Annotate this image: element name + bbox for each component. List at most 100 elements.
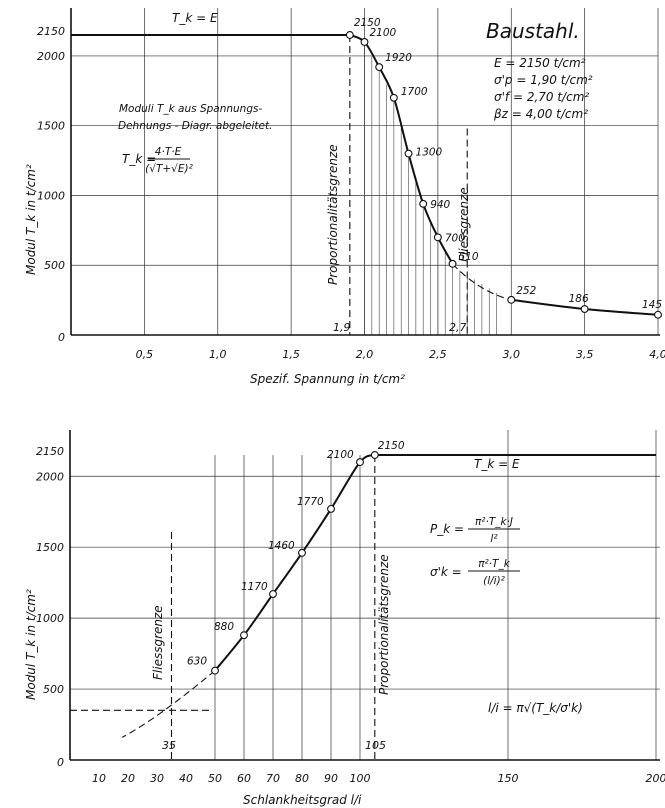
top-x-tick-label: 0,5 [136, 348, 154, 361]
top-y-tick-label: 1500 [37, 120, 65, 133]
top-data-label: 2100 [370, 27, 397, 39]
bottom-x-tick-label: 80 [295, 772, 309, 785]
top-x-axis-title: Spezif. Spannung in t/cm² [250, 372, 405, 386]
bottom-x-tick-label: 200 [646, 772, 665, 785]
bottom-x-tick-label: 60 [237, 772, 251, 785]
top-data-point [375, 63, 384, 72]
top-x-tick-label: 2,0 [356, 348, 374, 361]
top-yield-value: 2,7 [449, 321, 467, 334]
bottom-y-tick-label: 1000 [36, 612, 64, 625]
top-y-tick-label: 500 [44, 259, 65, 272]
bottom-x-tick-label: 100 [350, 772, 371, 785]
top-note-line2: Dehnungs - Diagr. abgeleitet. [118, 120, 272, 132]
bottom-data-label: 1770 [297, 496, 324, 508]
top-param-beta-z: βz = 4,00 t/cm² [493, 107, 588, 121]
top-proportionality-value: 1,9 [333, 321, 351, 334]
bottom-y-tick-label: 2000 [36, 470, 64, 483]
bottom-eq2-numerator: π²·T_k [478, 558, 511, 570]
bottom-data-label: 1170 [241, 581, 268, 593]
top-data-point [448, 259, 457, 268]
top-data-label: 2150 [354, 17, 381, 29]
top-data-point [404, 149, 413, 158]
bottom-data-point [269, 590, 277, 598]
bottom-eq2-denominator: (l/i)² [483, 575, 506, 587]
top-x-tick-label: 1,0 [209, 348, 227, 361]
top-data-point [580, 305, 589, 313]
top-series-yield-transition [452, 263, 512, 301]
bottom-data-label: 2100 [327, 449, 354, 461]
bottom-x-axis-title: Schlankheitsgrad l/i [243, 793, 362, 807]
bottom-x-tick-label: 40 [179, 772, 193, 785]
top-y-tick-label: 2000 [37, 50, 65, 63]
top-param-sigma-p: σ'p = 1,90 t/cm² [494, 73, 593, 87]
top-formula-numerator: 4·T·E [155, 146, 182, 158]
bottom-data-label: 1460 [268, 540, 295, 552]
bottom-tk-equals-e-label: T_k = E [474, 457, 520, 471]
top-yield-label: Fliessgrenze [457, 187, 471, 262]
bottom-data-point [327, 504, 335, 513]
bottom-proportionality-value: 105 [365, 739, 386, 752]
bottom-eq1-denominator: l² [490, 533, 498, 545]
bottom-series-low-slenderness [121, 670, 216, 738]
bottom-x-tick-label: 20 [121, 772, 135, 785]
top-tk-equals-e-label: T_k = E [172, 11, 218, 25]
top-proportionality-label: Proportionalitätsgrenze [326, 144, 340, 285]
top-data-label: 186 [569, 293, 589, 305]
bottom-eq3: l/i = π√(T_k/σ'k) [488, 701, 583, 715]
bottom-data-point [211, 666, 219, 675]
bottom-y-tick-label: 1500 [36, 541, 64, 554]
top-data-label: 1300 [416, 147, 443, 159]
top-data-label: 252 [516, 285, 536, 297]
top-data-label: 700 [445, 232, 465, 244]
bottom-data-point [298, 548, 306, 557]
top-data-point [507, 295, 516, 304]
top-x-tick-label: 1,5 [282, 348, 300, 361]
top-chart-title: Baustahl. [486, 19, 580, 43]
top-data-label: 1920 [385, 52, 412, 64]
top-param-e: E = 2150 t/cm² [494, 56, 586, 70]
bottom-data-label: 630 [187, 656, 207, 668]
bottom-y-tick-label: 500 [43, 683, 64, 696]
bottom-data-point [240, 631, 248, 640]
top-data-point [433, 233, 442, 242]
top-formula-lhs: T_k = [122, 152, 156, 166]
top-data-point [389, 93, 398, 102]
bottom-proportionality-label: Proportionalitätsgrenze [377, 554, 391, 695]
top-data-point [654, 310, 662, 319]
top-x-tick-label: 2,5 [429, 348, 447, 361]
top-note-line1: Moduli T_k aus Spannungs- [119, 103, 262, 115]
bottom-y-tick-label: 0 [57, 756, 64, 769]
top-data-label: 1700 [401, 86, 428, 98]
top-data-point [419, 199, 428, 208]
bottom-y-axis-title: Modul T_k in t/cm² [24, 589, 38, 700]
bottom-x-tick-label: 70 [266, 772, 280, 785]
bottom-y-tick-label: 2150 [36, 445, 64, 458]
top-data-point [345, 31, 354, 39]
top-data-label: 940 [430, 199, 450, 211]
bottom-eq1-lhs: P_k = [430, 522, 464, 536]
bottom-eq2-lhs: σ'k = [430, 565, 462, 579]
bottom-x-tick-label: 30 [150, 772, 164, 785]
top-data-label: 510 [459, 251, 479, 263]
top-y-tick-label: 2150 [37, 25, 65, 38]
top-formula-denominator: (√T+√E)² [145, 163, 193, 175]
bottom-data-label: 880 [214, 621, 234, 633]
bottom-eq1-numerator: π²·T_k·J [475, 516, 513, 528]
top-y-tick-label: 1000 [37, 189, 65, 202]
top-y-axis-title: Modul T_k in t/cm² [24, 164, 38, 275]
chart-bottom-slenderness: 630 880 1170 1460 1770 2100 2150 10 20 30 40 50 60 7… [24, 430, 665, 807]
bottom-x-tick-label: 150 [498, 772, 519, 785]
bottom-yield-label: Fliessgrenze [151, 605, 165, 680]
top-x-tick-label: 3,0 [503, 348, 521, 361]
bottom-data-label: 2150 [378, 440, 405, 452]
top-x-tick-label: 4,0 [649, 348, 665, 361]
top-x-tick-label: 3,5 [576, 348, 594, 361]
bottom-series-tk-curve [214, 454, 376, 672]
top-param-sigma-f: σ'f = 2,70 t/cm² [494, 90, 589, 104]
bottom-x-tick-label: 10 [92, 772, 106, 785]
top-y-tick-label: 0 [58, 331, 65, 344]
bottom-x-tick-label: 50 [208, 772, 222, 785]
bottom-data-point [370, 451, 379, 459]
